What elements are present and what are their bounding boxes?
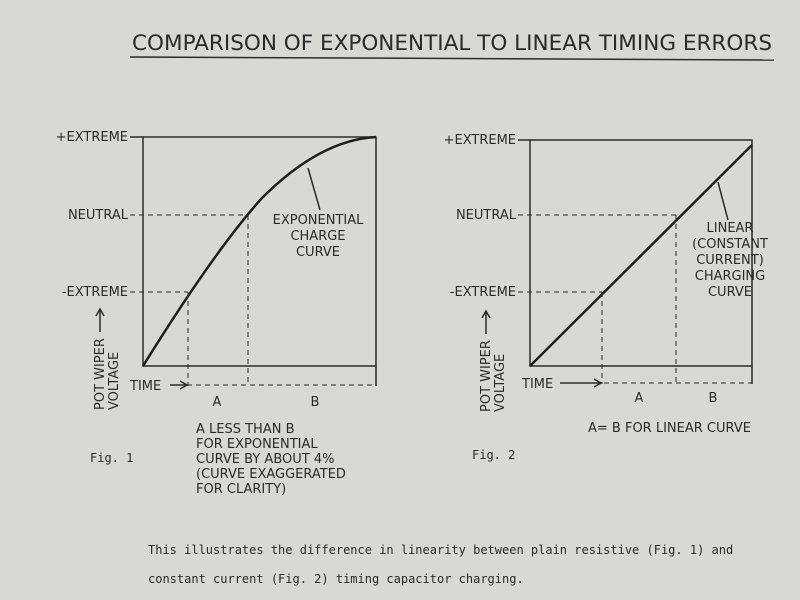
caption: FOR CLARITY) [196, 482, 286, 497]
level-label: -EXTREME [62, 285, 128, 300]
figure-label: Fig. 2 [472, 448, 515, 462]
pointer [307, 167, 321, 211]
curve-label: CURVE [708, 285, 752, 300]
segment-label: A [635, 391, 644, 406]
y-axis-label: VOLTAGE [107, 352, 122, 410]
plot-box [142, 136, 377, 367]
level-label: +EXTREME [444, 133, 516, 148]
caption: CURVE BY ABOUT 4% [196, 452, 334, 467]
figure-2: +EXTREME NEUTRAL -EXTREME TIME A B LINEA… [444, 133, 768, 462]
y-axis-label: VOLTAGE [493, 354, 508, 412]
time-label: TIME [129, 379, 161, 394]
caption: A LESS THAN B [196, 422, 295, 437]
curve-label: CURVE [296, 245, 340, 260]
level-label: NEUTRAL [456, 208, 517, 223]
level-label: NEUTRAL [68, 208, 129, 223]
arrow-head [179, 380, 189, 390]
arrow-head [95, 307, 105, 317]
level-label: +EXTREME [56, 130, 128, 145]
caption: A= B FOR LINEAR CURVE [588, 421, 751, 436]
linear-curve [529, 144, 753, 367]
description: constant current (Fig. 2) timing capacit… [148, 572, 524, 586]
arrow-head [481, 309, 491, 319]
segment-label: B [311, 395, 320, 410]
curve-label: CURRENT) [696, 253, 764, 268]
time-label: TIME [521, 377, 553, 392]
title-underline [129, 56, 775, 61]
plot-box [529, 139, 753, 367]
level-label: -EXTREME [450, 285, 516, 300]
y-axis-label: POT WIPER [479, 340, 494, 412]
exponential-curve [141, 135, 377, 367]
curve-label: CHARGING [695, 269, 765, 284]
curve-label: LINEAR [707, 221, 754, 236]
curve-label: (CONSTANT [692, 237, 768, 252]
figure-label: Fig. 1 [90, 451, 133, 465]
curve-label: CHARGE [290, 229, 345, 244]
y-axis-label: POT WIPER [93, 338, 108, 410]
figure-1: +EXTREME NEUTRAL -EXTREME TIME A B EXPON… [56, 130, 377, 497]
title: COMPARISON OF EXPONENTIAL TO LINEAR TIMI… [132, 31, 772, 55]
caption: FOR EXPONENTIAL [196, 437, 318, 452]
curve-label: EXPONENTIAL [273, 213, 365, 228]
pointer [717, 181, 729, 221]
arrow-head [593, 378, 603, 388]
caption: (CURVE EXAGGERATED [196, 467, 346, 482]
segment-label: A [213, 395, 222, 410]
segment-label: B [709, 391, 718, 406]
description: This illustrates the difference in linea… [148, 543, 733, 557]
